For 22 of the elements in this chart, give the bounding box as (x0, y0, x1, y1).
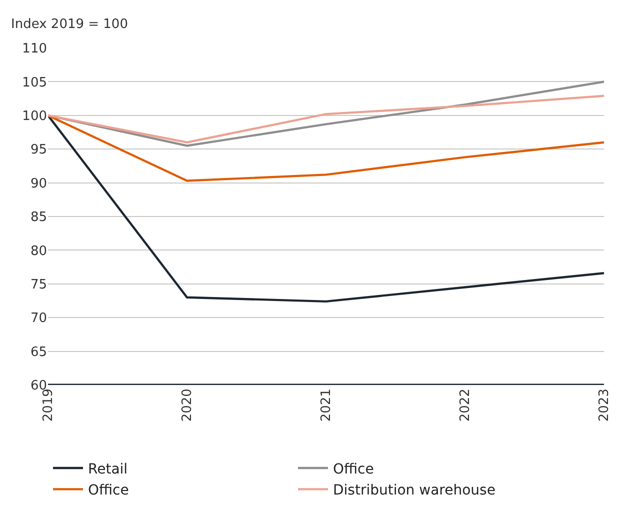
x-tick-label: 2020 (180, 388, 196, 422)
x-tick-label: 2021 (319, 388, 334, 422)
y-axis-title: Index 2019 = 100 (11, 17, 128, 32)
legend-label: Distribution warehouse (333, 482, 496, 499)
y-tick-label: 105 (22, 75, 47, 90)
y-tick-label: 85 (30, 210, 47, 226)
legend-label: Retail (88, 461, 128, 478)
legend-label: Office (333, 461, 374, 478)
y-tick-label: 90 (30, 176, 47, 192)
line-series (48, 94, 604, 144)
y-tick-label: 80 (30, 244, 47, 259)
y-tick-label: 75 (30, 277, 47, 292)
line-series (48, 114, 604, 182)
y-tick-label: 95 (30, 142, 47, 158)
line-series (48, 114, 604, 303)
y-tick-label: 110 (22, 42, 47, 57)
legend-label: Office (88, 482, 129, 499)
x-tick-label: 2022 (458, 388, 474, 422)
y-tick-label: 65 (30, 344, 47, 360)
y-tick-label: 100 (22, 108, 47, 124)
x-tick-label: 2023 (597, 388, 612, 422)
y-tick-label: 70 (30, 311, 47, 326)
